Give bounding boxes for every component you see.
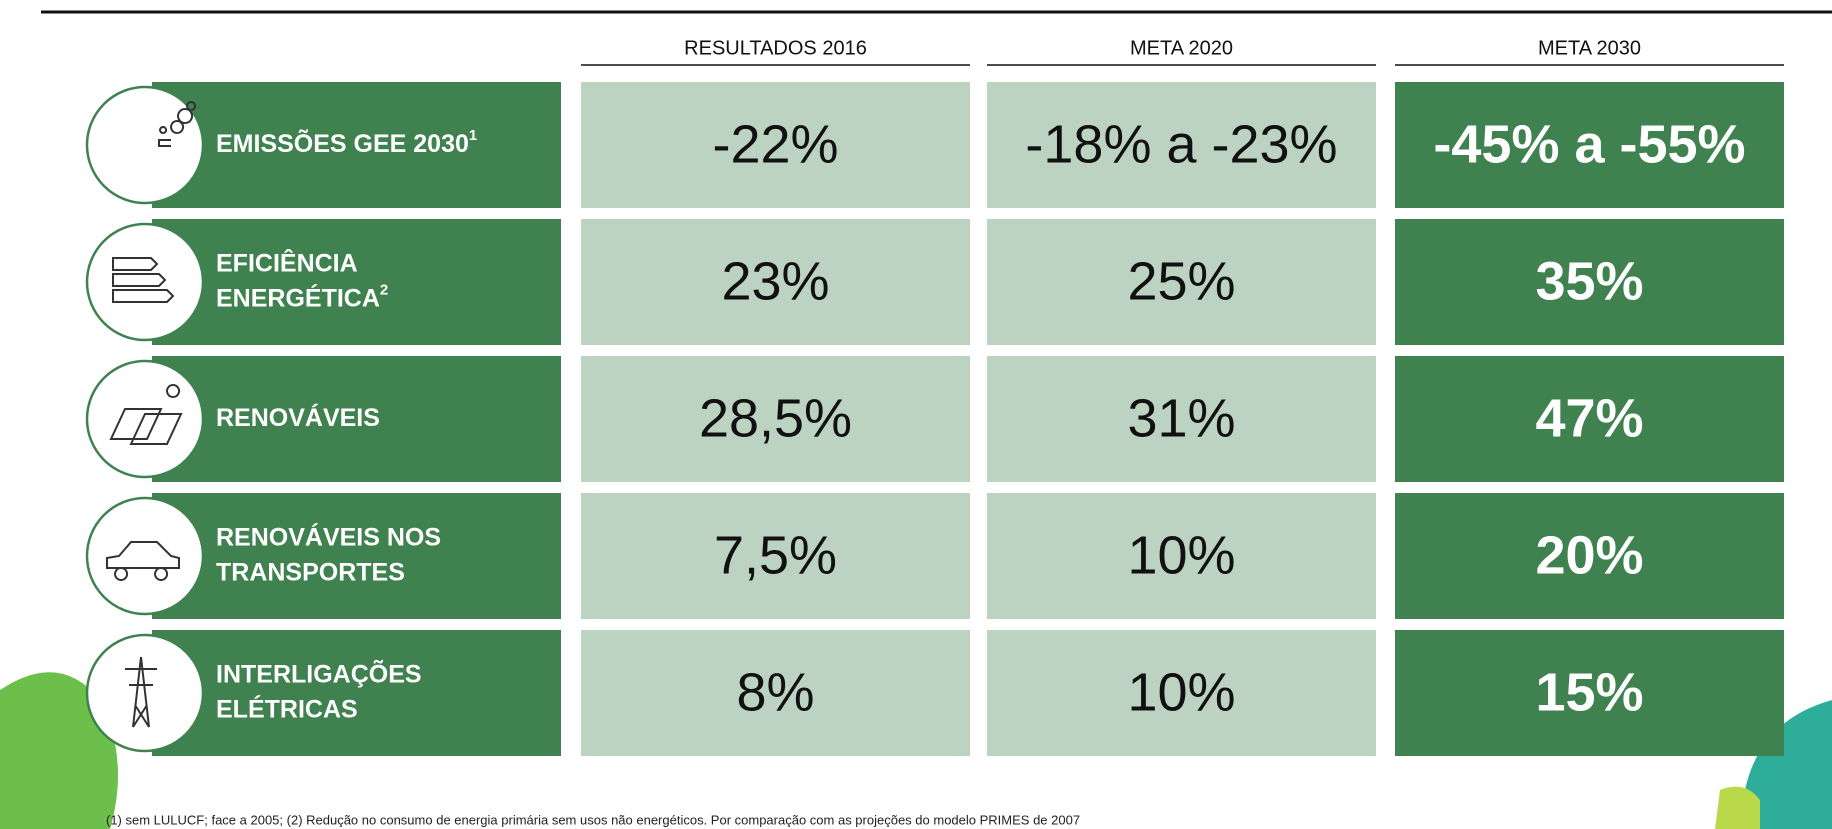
row-label: ELÉTRICAS [216,694,358,723]
value-cell [1395,630,1784,756]
column-header: RESULTADOS 2016 [684,37,867,59]
value-cell [987,356,1376,482]
value: 35% [1535,251,1643,311]
row-label: EMISSÕES GEE 20301 [216,127,477,158]
icon [109,384,183,445]
decor-blob [1715,786,1760,829]
icon-badge [85,359,205,479]
icon [112,257,175,303]
value-cell [1395,493,1784,619]
value: 47% [1535,388,1643,448]
value-cell [581,630,970,756]
value-cell [581,219,970,345]
value: -45% a -55% [1433,114,1745,174]
icon-badge [85,222,205,342]
value-cell [1395,82,1784,208]
icon-badge [85,496,205,616]
value-cell [1395,219,1784,345]
value: 20% [1535,525,1643,585]
row-label-line: ELÉTRICAS [216,694,358,723]
row-label: EFICIÊNCIA [216,247,358,277]
label-cell [152,493,561,619]
row-label-line: INTERLIGAÇÕES [216,658,422,688]
value: -22% [712,114,838,174]
row-label: INTERLIGAÇÕES [216,658,422,688]
row-label-line: EFICIÊNCIA [216,247,358,277]
value: -18% a -23% [1025,114,1337,174]
value: 15% [1535,662,1643,722]
label-cell [152,219,561,345]
icon [125,656,157,728]
row-label-line: TRANSPORTES [216,558,405,586]
value-cell [1395,356,1784,482]
row-label: TRANSPORTES [216,558,405,586]
value: 31% [1127,388,1235,448]
value: 10% [1127,662,1235,722]
row-label: RENOVÁVEIS [216,403,380,432]
row-label-line: RENOVÁVEIS NOS [216,522,441,551]
row-label: ENERGÉTICA2 [216,281,388,312]
footnote-marker: 2 [380,281,388,298]
value-cell [987,493,1376,619]
value-cell [987,630,1376,756]
label-cell [152,356,561,482]
value: 23% [721,251,829,311]
footnote-marker: 1 [469,127,477,144]
decor-blob [1740,700,1832,829]
value: 28,5% [699,388,852,448]
row-label-line: ENERGÉTICA [216,283,380,312]
value-cell [581,356,970,482]
icon [106,541,180,581]
value: 10% [1127,525,1235,585]
row-label-line: RENOVÁVEIS [216,403,380,432]
column-header: META 2030 [1538,37,1641,59]
value: 25% [1127,251,1235,311]
value-cell [987,82,1376,208]
row-label: RENOVÁVEIS NOS [216,522,441,551]
icon [158,101,197,147]
label-cell [152,82,561,208]
value-cell [987,219,1376,345]
value: 7,5% [714,525,837,585]
decor-blob [0,672,118,829]
value: 8% [736,662,814,722]
label-cell [152,630,561,756]
value-cell [581,82,970,208]
column-header: META 2020 [1130,37,1233,59]
value-cell [581,493,970,619]
footnote: (1) sem LULUCF; face a 2005; (2) Redução… [106,812,1080,827]
icon-badge [85,85,205,205]
row-label-line: EMISSÕES GEE 2030 [216,128,469,158]
